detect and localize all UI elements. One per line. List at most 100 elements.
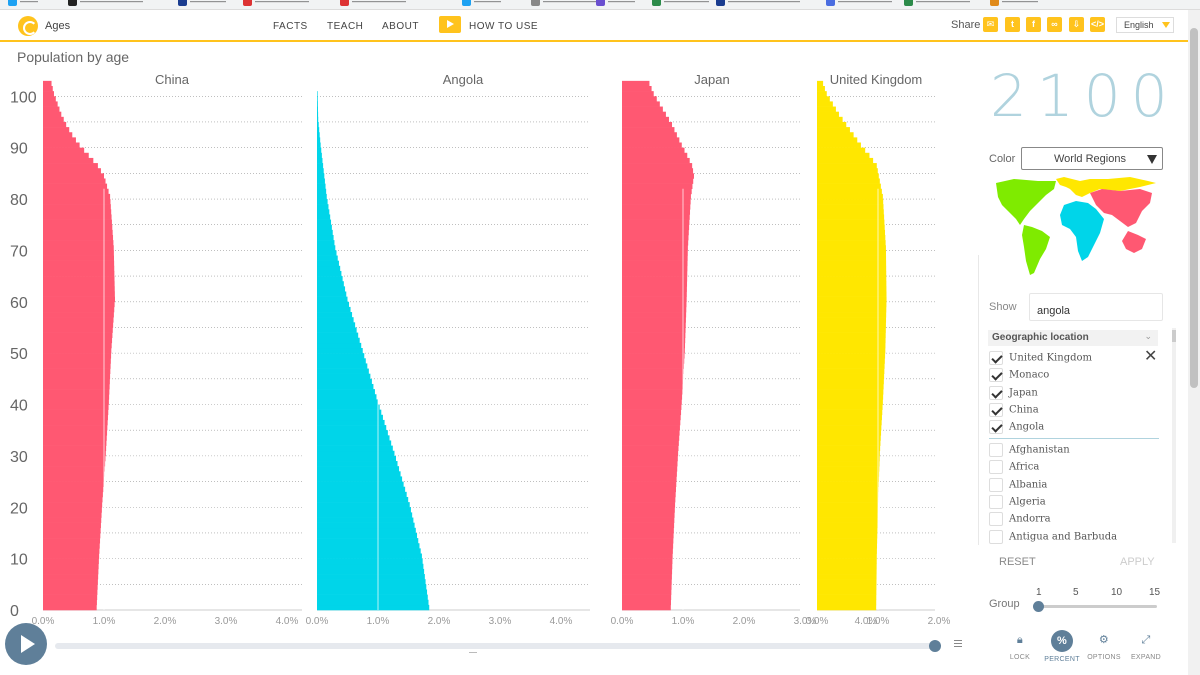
age-bar[interactable] (317, 404, 380, 410)
nav-how-to-use[interactable]: HOW TO USE (469, 21, 539, 32)
age-bar[interactable] (317, 563, 424, 570)
age-bar[interactable] (622, 558, 673, 565)
age-bar[interactable] (43, 604, 97, 611)
bookmark-item[interactable]: —— (8, 0, 38, 7)
speed-control-icon[interactable] (954, 638, 964, 660)
age-bar[interactable] (317, 193, 327, 200)
age-bar[interactable] (317, 229, 333, 236)
age-bar[interactable] (317, 342, 362, 349)
age-bar[interactable] (317, 111, 319, 118)
age-bar[interactable] (43, 353, 112, 359)
age-bar[interactable] (317, 363, 368, 369)
age-bar[interactable] (622, 399, 682, 405)
age-bar[interactable] (317, 579, 426, 585)
age-bar[interactable] (622, 91, 654, 97)
age-bar[interactable] (817, 548, 877, 554)
age-bar[interactable] (817, 461, 880, 467)
age-bar[interactable] (817, 368, 885, 374)
age-bar[interactable] (317, 270, 342, 277)
age-bar[interactable] (622, 579, 672, 585)
age-bar[interactable] (817, 378, 884, 385)
age-bar[interactable] (817, 389, 884, 395)
age-bar[interactable] (622, 317, 686, 323)
age-bar[interactable] (43, 116, 64, 123)
age-bar[interactable] (43, 450, 106, 457)
bookmark-item[interactable]: ————— (652, 0, 709, 7)
age-bar[interactable] (43, 599, 97, 606)
age-bar[interactable] (43, 80, 52, 87)
age-bar[interactable] (43, 265, 115, 272)
age-bar[interactable] (43, 193, 111, 200)
age-bar[interactable] (817, 86, 825, 92)
age-bar[interactable] (817, 507, 878, 513)
age-bar[interactable] (622, 281, 688, 287)
age-bar[interactable] (817, 111, 839, 118)
age-bar[interactable] (43, 173, 104, 179)
age-bar[interactable] (622, 512, 675, 518)
age-bar[interactable] (817, 306, 887, 313)
age-bar[interactable] (317, 553, 422, 559)
lock-button[interactable]: 🔒︎ LOCK (1000, 630, 1040, 661)
age-bar[interactable] (43, 240, 114, 246)
age-bar[interactable] (43, 440, 107, 446)
age-bar[interactable] (622, 86, 652, 92)
age-bar[interactable] (43, 373, 111, 380)
age-bar[interactable] (622, 121, 673, 128)
age-bar[interactable] (622, 568, 673, 575)
age-bar[interactable] (817, 116, 843, 123)
age-bar[interactable] (817, 522, 878, 529)
age-bar[interactable] (43, 260, 115, 267)
checkbox[interactable] (989, 512, 1003, 526)
age-bar[interactable] (622, 301, 687, 308)
age-bar[interactable] (817, 157, 874, 164)
language-select[interactable]: English (1116, 17, 1174, 33)
age-bar[interactable] (622, 234, 689, 241)
age-bar[interactable] (317, 322, 356, 328)
age-bar[interactable] (817, 91, 827, 97)
age-bar[interactable] (317, 476, 403, 482)
group-slider-handle[interactable] (1033, 601, 1044, 612)
age-bar[interactable] (817, 260, 887, 267)
age-bar[interactable] (43, 137, 76, 143)
age-bar[interactable] (622, 435, 680, 441)
age-bar[interactable] (622, 296, 687, 303)
age-bar[interactable] (43, 147, 85, 154)
age-bar[interactable] (817, 599, 877, 606)
age-bar[interactable] (43, 168, 101, 174)
age-bar[interactable] (43, 553, 100, 559)
age-bar[interactable] (622, 142, 682, 148)
age-bar[interactable] (817, 399, 883, 405)
age-bar[interactable] (43, 342, 112, 349)
age-bar[interactable] (43, 394, 110, 400)
age-bar[interactable] (622, 111, 666, 118)
age-bar[interactable] (43, 91, 54, 97)
age-bar[interactable] (622, 183, 693, 190)
age-bar[interactable] (817, 178, 880, 184)
age-bar[interactable] (622, 291, 687, 297)
age-bar[interactable] (622, 265, 688, 272)
age-bar[interactable] (317, 219, 332, 226)
age-bar[interactable] (622, 527, 674, 534)
age-bar[interactable] (622, 224, 690, 231)
age-bar[interactable] (43, 199, 111, 205)
age-bar[interactable] (43, 255, 115, 261)
age-bar[interactable] (317, 240, 335, 246)
age-bar[interactable] (317, 368, 369, 374)
age-bar[interactable] (43, 471, 105, 477)
age-bar[interactable] (817, 440, 881, 446)
age-bar[interactable] (317, 178, 325, 184)
age-bar[interactable] (817, 594, 877, 601)
list-item-selected[interactable]: Angola (989, 420, 1044, 436)
geo-location-header[interactable]: Geographic location ⌄ (988, 330, 1158, 346)
age-bar[interactable] (817, 255, 887, 261)
age-bar[interactable] (817, 193, 883, 200)
window-scrollbar-thumb[interactable] (1190, 28, 1198, 388)
age-bar[interactable] (43, 502, 103, 508)
age-bar[interactable] (317, 430, 388, 436)
age-bar[interactable] (817, 132, 854, 138)
age-bar[interactable] (817, 80, 824, 87)
age-bar[interactable] (43, 229, 113, 236)
age-bar[interactable] (817, 358, 885, 364)
age-bar[interactable] (43, 276, 115, 282)
age-bar[interactable] (622, 373, 684, 380)
